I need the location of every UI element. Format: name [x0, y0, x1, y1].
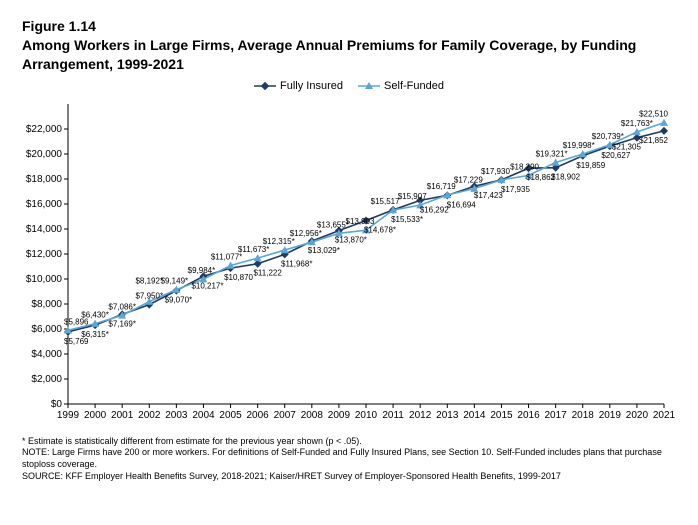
footnote-note: NOTE: Large Firms have 200 or more worke… — [22, 447, 676, 470]
svg-text:$22,000: $22,000 — [26, 124, 63, 135]
svg-text:$10,870: $10,870 — [224, 273, 253, 282]
triangle-icon — [358, 81, 380, 91]
svg-text:2008: 2008 — [301, 410, 324, 421]
svg-text:$0: $0 — [51, 399, 63, 410]
svg-text:$7,169*: $7,169* — [108, 319, 136, 328]
svg-text:$11,673*: $11,673* — [238, 245, 269, 254]
svg-text:$18,000: $18,000 — [26, 174, 63, 185]
svg-text:2018: 2018 — [572, 410, 595, 421]
svg-text:2000: 2000 — [84, 410, 107, 421]
svg-text:$18,902: $18,902 — [551, 173, 580, 182]
svg-text:2012: 2012 — [409, 410, 432, 421]
svg-text:2011: 2011 — [382, 410, 404, 421]
svg-text:$22,510: $22,510 — [639, 109, 668, 118]
svg-text:$15,517: $15,517 — [371, 197, 400, 206]
svg-text:2015: 2015 — [490, 410, 513, 421]
svg-text:$17,935: $17,935 — [501, 185, 530, 194]
svg-text:2007: 2007 — [274, 410, 297, 421]
svg-text:$16,000: $16,000 — [26, 199, 63, 210]
svg-text:2014: 2014 — [463, 410, 486, 421]
svg-text:2016: 2016 — [517, 410, 540, 421]
svg-text:$13,903: $13,903 — [346, 217, 375, 226]
svg-text:$13,870*: $13,870* — [335, 235, 367, 244]
svg-text:$18,290: $18,290 — [510, 162, 539, 171]
svg-text:$13,655*: $13,655* — [317, 220, 349, 229]
svg-text:$9,070*: $9,070* — [165, 295, 193, 304]
svg-text:$14,000: $14,000 — [26, 224, 63, 235]
svg-text:$7,950*: $7,950* — [135, 291, 163, 300]
svg-text:$6,000: $6,000 — [31, 324, 62, 335]
svg-text:2021: 2021 — [653, 410, 676, 421]
svg-text:2017: 2017 — [545, 410, 568, 421]
svg-text:2020: 2020 — [626, 410, 649, 421]
svg-text:$2,000: $2,000 — [31, 374, 62, 385]
svg-text:2002: 2002 — [138, 410, 161, 421]
figure-number: Figure 1.14 — [22, 18, 676, 34]
svg-text:$21,305: $21,305 — [612, 142, 641, 151]
svg-text:$10,217*: $10,217* — [191, 281, 223, 290]
svg-text:$21,852: $21,852 — [639, 136, 668, 145]
svg-text:$19,998*: $19,998* — [563, 141, 595, 150]
chart-svg: $0 $2,000 $4,000 $6,000 $8,000 $10,000 $12,000… — [22, 98, 676, 428]
svg-text:$16,694: $16,694 — [447, 200, 476, 209]
svg-text:2001: 2001 — [111, 410, 134, 421]
svg-text:$19,859: $19,859 — [576, 161, 605, 170]
svg-text:2005: 2005 — [219, 410, 242, 421]
legend-item-fully-insured: Fully Insured — [254, 80, 343, 92]
svg-text:2010: 2010 — [355, 410, 378, 421]
legend-item-self-funded: Self-Funded — [358, 80, 444, 92]
svg-text:$9,149*: $9,149* — [161, 276, 189, 285]
footnote-significance: * Estimate is statistically different fr… — [22, 436, 676, 448]
svg-text:$20,739*: $20,739* — [592, 132, 624, 141]
svg-text:$17,423: $17,423 — [474, 191, 503, 200]
svg-text:$7,086*: $7,086* — [108, 302, 136, 311]
svg-text:$12,000: $12,000 — [26, 249, 63, 260]
svg-text:$14,678*: $14,678* — [364, 225, 396, 234]
legend-label: Fully Insured — [280, 80, 343, 92]
legend: Fully Insured Self-Funded — [22, 80, 676, 94]
svg-text:$15,907: $15,907 — [398, 192, 427, 201]
svg-text:$17,930: $17,930 — [481, 167, 510, 176]
svg-text:2009: 2009 — [328, 410, 351, 421]
figure-title: Among Workers in Large Firms, Average An… — [22, 36, 662, 74]
footnote-source: SOURCE: KFF Employer Health Benefits Sur… — [22, 471, 676, 483]
svg-text:$17,229: $17,229 — [454, 175, 483, 184]
svg-text:$9,984*: $9,984* — [188, 266, 216, 275]
svg-text:$20,000: $20,000 — [26, 149, 63, 160]
svg-text:2006: 2006 — [247, 410, 270, 421]
svg-text:2003: 2003 — [165, 410, 188, 421]
svg-text:$13,029*: $13,029* — [308, 246, 340, 255]
svg-text:$4,000: $4,000 — [31, 349, 62, 360]
svg-text:$15,533*: $15,533* — [391, 215, 423, 224]
diamond-icon — [254, 81, 276, 91]
svg-text:$6,315*: $6,315* — [81, 330, 109, 339]
svg-text:$12,315*: $12,315* — [263, 237, 295, 246]
svg-text:2004: 2004 — [192, 410, 215, 421]
svg-text:2013: 2013 — [436, 410, 459, 421]
svg-text:$8,192*: $8,192* — [135, 276, 163, 285]
line-chart: $0 $2,000 $4,000 $6,000 $8,000 $10,000 $12,000… — [22, 98, 676, 428]
svg-text:$10,000: $10,000 — [26, 274, 63, 285]
svg-text:$6,430*: $6,430* — [81, 310, 109, 319]
footnotes: * Estimate is statistically different fr… — [22, 436, 676, 483]
svg-text:2019: 2019 — [599, 410, 622, 421]
svg-text:$11,222: $11,222 — [253, 269, 282, 278]
svg-text:$20,627: $20,627 — [601, 151, 630, 160]
svg-text:1999: 1999 — [57, 410, 80, 421]
svg-text:$19,321*: $19,321* — [536, 149, 568, 158]
legend-label: Self-Funded — [384, 80, 444, 92]
svg-text:$21,763*: $21,763* — [621, 119, 653, 128]
svg-text:$16,292: $16,292 — [420, 205, 449, 214]
svg-text:$11,968*: $11,968* — [281, 259, 312, 268]
svg-text:$12,956*: $12,956* — [290, 229, 322, 238]
svg-text:$8,000: $8,000 — [31, 299, 62, 310]
svg-text:$16,719: $16,719 — [427, 182, 456, 191]
